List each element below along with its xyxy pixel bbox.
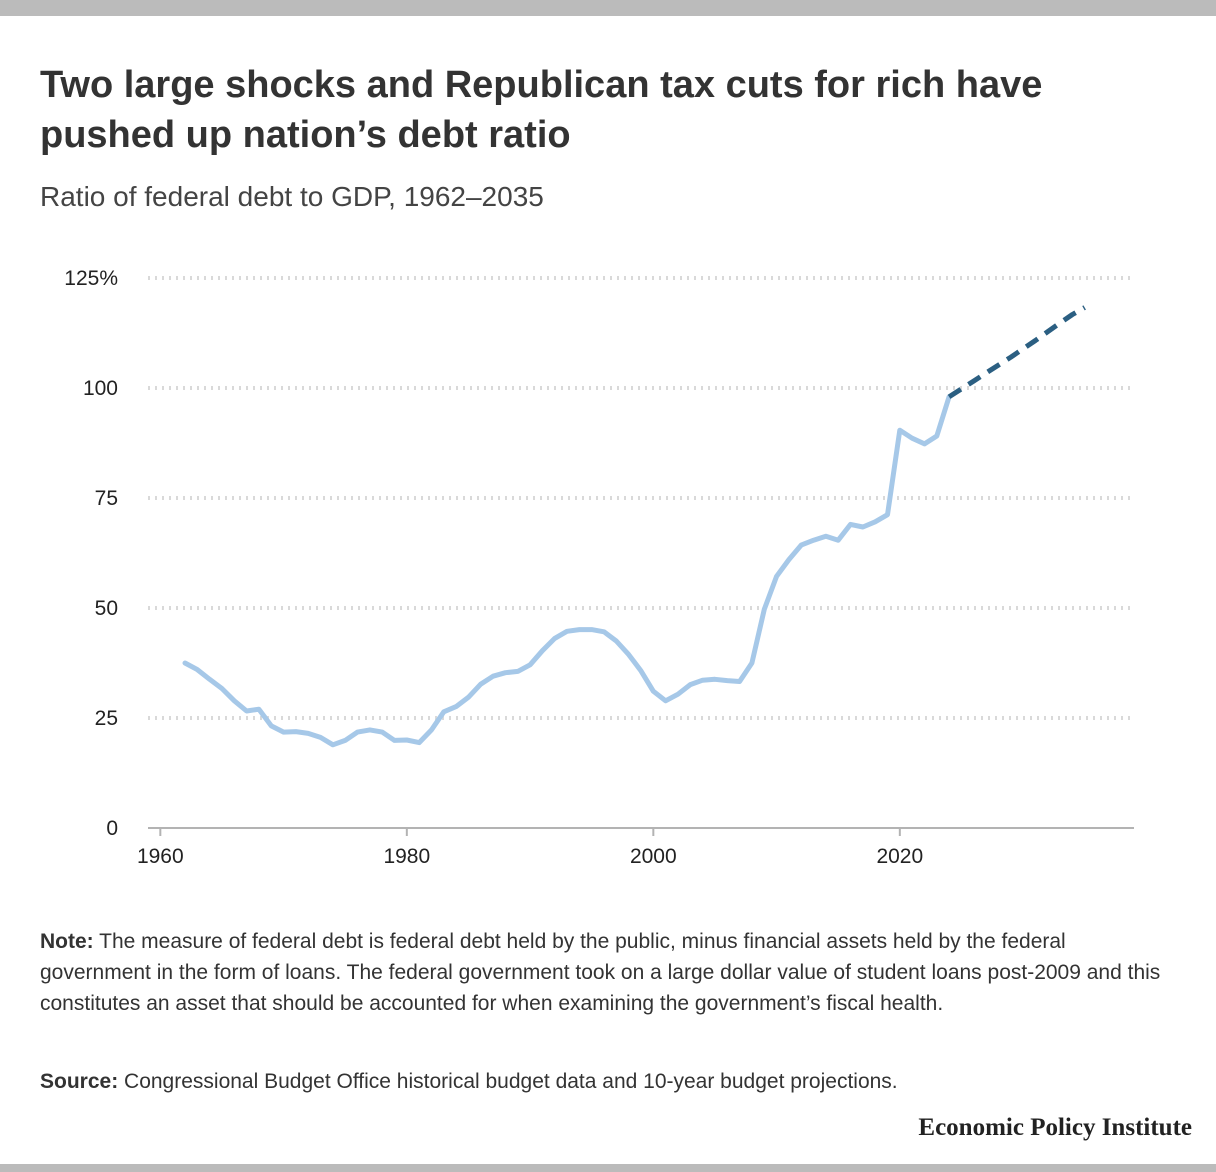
epi-logo: Economic Policy Institute: [918, 1114, 1192, 1141]
historical-series-line: [182, 394, 952, 748]
y-tick-label: 125%: [64, 267, 118, 290]
note-label: Note:: [40, 930, 94, 953]
projection-series-line: [947, 305, 1086, 399]
bottom-border-bar: [0, 1164, 1216, 1172]
y-tick-label: 0: [106, 817, 118, 840]
chart-title: Two large shocks and Republican tax cuts…: [40, 64, 1043, 156]
x-tick-label: 2000: [630, 845, 677, 868]
x-tick-label: 1960: [137, 845, 184, 868]
y-tick-label: 100: [83, 377, 118, 400]
x-axis: [148, 827, 1134, 836]
x-tick-label: 2020: [876, 845, 923, 868]
x-tick-label: 1980: [383, 845, 430, 868]
note-text: The measure of federal debt is federal d…: [40, 930, 1161, 1015]
tick-label-layer: 0 25 50 75 100 125% 1960 1980 2000 2020: [64, 267, 923, 868]
source-label: Source:: [40, 1070, 119, 1093]
y-tick-label: 75: [95, 487, 118, 510]
series-layer: [182, 305, 1086, 748]
chart-subtitle: Ratio of federal debt to GDP, 1962–2035: [40, 181, 544, 212]
y-tick-label: 25: [95, 707, 118, 730]
source-text: Congressional Budget Office historical b…: [124, 1070, 898, 1093]
chart-note: Note: The measure of federal debt is fed…: [40, 926, 1180, 1019]
grid-layer: [148, 276, 1134, 720]
chart-source: Source: Congressional Budget Office hist…: [40, 1066, 1180, 1097]
y-tick-label: 50: [95, 597, 118, 620]
debt-ratio-line-chart: 0 25 50 75 100 125% 1960 1980 2000 2020: [64, 267, 1134, 868]
top-border-bar: [0, 0, 1216, 16]
